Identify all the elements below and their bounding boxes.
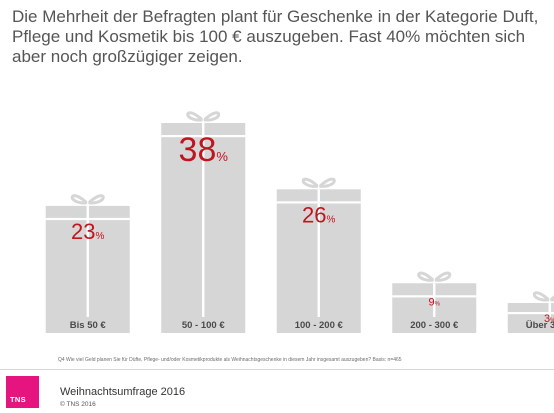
gift-bow	[417, 271, 452, 282]
data-label-unit: %	[550, 318, 554, 324]
data-label-unit: %	[216, 149, 228, 164]
gift-bar-chart: 23% Bis 50 € 38% 50 - 100 € 26% 100 - 200 € 9%…	[45, 111, 554, 333]
data-label-value: 38	[179, 131, 217, 169]
data-label-value: 26	[302, 202, 326, 227]
gift-bow	[70, 194, 105, 205]
category-label: Über 300 €	[526, 320, 554, 331]
bar-5	[507, 303, 554, 333]
gift-ribbon	[548, 303, 551, 317]
slide-headline: Die Mehrheit der Befragten plant für Ges…	[12, 7, 539, 66]
gift-bow	[301, 177, 336, 188]
data-label: 38%	[179, 131, 229, 169]
category-label: 100 - 200 €	[295, 320, 344, 331]
data-label-unit: %	[435, 301, 441, 307]
gift-bar-group: 38% 50 - 100 €	[161, 111, 246, 333]
data-label-value: 23	[71, 219, 95, 244]
gift-lid-line	[507, 312, 554, 315]
gift-bar-group: 23% Bis 50 €	[45, 194, 130, 333]
data-label: 26%	[302, 202, 335, 227]
data-label-unit: %	[96, 231, 105, 242]
tns-logo-text: TNS	[10, 395, 26, 404]
footer-divider	[0, 369, 554, 370]
data-label-unit: %	[327, 214, 336, 225]
data-label: 9%	[429, 296, 441, 308]
data-label: 23%	[71, 219, 104, 244]
gift-bow	[186, 111, 221, 122]
footer-copyright: © TNS 2016	[60, 401, 96, 408]
data-label-value: 3	[544, 313, 550, 325]
data-label-value: 9	[429, 296, 435, 308]
category-label: 50 - 100 €	[182, 320, 225, 331]
category-label: Bis 50 €	[70, 320, 107, 331]
category-label: 200 - 300 €	[410, 320, 459, 331]
gift-ribbon	[86, 205, 89, 317]
question-footnote: Q4 Wie viel Geld planen Sie für Düfte, P…	[58, 357, 402, 363]
gift-ribbon	[317, 189, 320, 317]
footer-title: Weihnachtsumfrage 2016	[60, 386, 186, 398]
gift-ribbon	[202, 123, 205, 317]
gift-ribbon	[433, 283, 436, 317]
tns-logo: TNS	[6, 376, 39, 408]
gift-bow	[532, 291, 554, 302]
gift-bar-group: 26% 100 - 200 €	[276, 177, 361, 333]
gift-bar-group: 3%Über 300 €	[507, 291, 554, 333]
data-label: 3%	[544, 313, 554, 325]
gift-bar-group: 9% 200 - 300 €	[392, 271, 477, 333]
